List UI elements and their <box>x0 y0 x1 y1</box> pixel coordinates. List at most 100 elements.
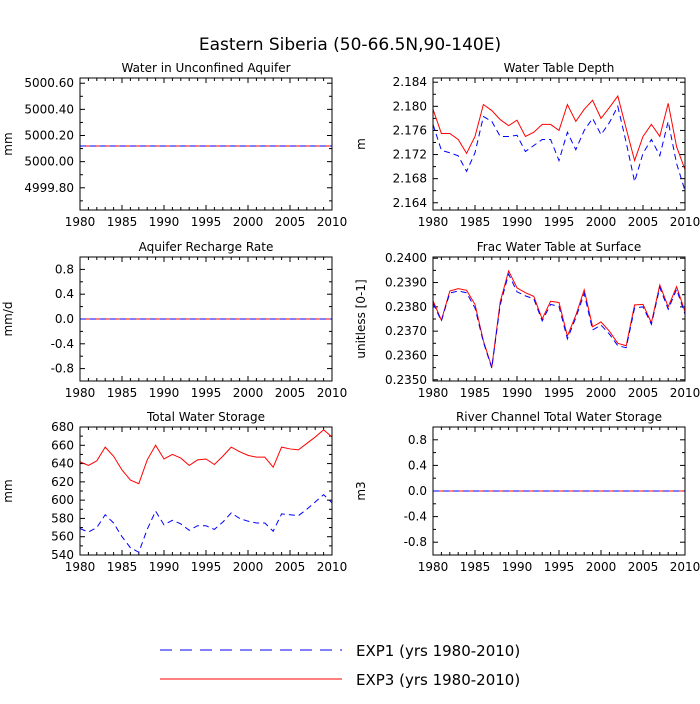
x-tick-label: 1985 <box>107 560 138 574</box>
x-tick-label: 1985 <box>107 386 138 400</box>
x-tick-label: 2005 <box>628 215 659 229</box>
x-tick-label: 1990 <box>149 386 180 400</box>
x-tick-label: 2005 <box>628 386 659 400</box>
x-tick-label: 2005 <box>628 560 659 574</box>
x-tick-label: 2000 <box>586 386 617 400</box>
y-tick-label: -0.4 <box>404 510 427 524</box>
x-tick-label: 1995 <box>544 386 575 400</box>
y-tick-label: 0.2360 <box>385 348 427 362</box>
panel-group: Water in Unconfined Aquifer mm 1980 1985 199… <box>1 61 700 574</box>
y-axis-label: m <box>354 138 368 150</box>
panel-title: Total Water Storage <box>146 410 265 424</box>
panel-title: River Channel Total Water Storage <box>456 410 662 424</box>
x-tick-label: 1990 <box>149 215 180 229</box>
y-tick-label: -0.8 <box>404 535 427 549</box>
x-tick-label: 2000 <box>233 215 264 229</box>
y-axis-label: mm <box>1 132 15 155</box>
y-tick-label: 0.8 <box>55 262 74 276</box>
y-tick-label: 580 <box>51 511 74 525</box>
y-tick-label: 0.2400 <box>385 251 427 265</box>
plot-frame <box>79 256 333 382</box>
panel-1: Water in Unconfined Aquifer mm 1980 1985 199… <box>1 61 347 229</box>
x-tick-label: 2010 <box>317 215 348 229</box>
y-axis-label: unitless [0-1] <box>354 279 368 358</box>
panel-title: Aquifer Recharge Rate <box>139 240 274 254</box>
y-tick-label: 5000.00 <box>24 155 74 169</box>
x-tick-label: 2005 <box>275 560 306 574</box>
x-tick-label: 2010 <box>317 560 348 574</box>
x-tick-label: 2000 <box>233 386 264 400</box>
x-tick-label: 1985 <box>460 215 491 229</box>
x-tick-label: 1995 <box>191 560 222 574</box>
legend-label: EXP1 (yrs 1980-2010) <box>356 642 520 660</box>
legend-label: EXP3 (yrs 1980-2010) <box>356 671 520 689</box>
y-tick-label: 0.0 <box>408 484 427 498</box>
series-line-exp3 <box>432 94 686 170</box>
x-tick-label: 1985 <box>460 386 491 400</box>
panel-3: Aquifer Recharge Rate mm/d 1980 1985 1990 199… <box>1 240 347 400</box>
x-tick-label: 1990 <box>149 560 180 574</box>
y-tick-label: 4999.80 <box>24 181 74 195</box>
x-tick-label: 1980 <box>65 215 96 229</box>
y-tick-label: 0.8 <box>408 433 427 447</box>
x-tick-label: 2010 <box>670 560 700 574</box>
x-tick-label: 1980 <box>65 560 96 574</box>
y-axis-label: mm <box>1 479 15 502</box>
panel-2: Water Table Depth m 1980 1985 1990 1995 2000 20… <box>354 61 700 229</box>
y-tick-label: 620 <box>51 475 74 489</box>
panel-6: River Channel Total Water Storage m3 1980 1… <box>354 410 700 574</box>
figure-title: Eastern Siberia (50-66.5N,90-140E) <box>199 35 501 55</box>
y-tick-label: 2.184 <box>393 75 427 89</box>
y-tick-label: 0.0 <box>55 312 74 326</box>
x-tick-label: 2010 <box>670 215 700 229</box>
x-tick-label: 1995 <box>191 215 222 229</box>
x-tick-label: 2000 <box>586 560 617 574</box>
y-tick-label: 2.180 <box>393 99 427 113</box>
panel-title: Frac Water Table at Surface <box>477 240 641 254</box>
panel-title: Water Table Depth <box>504 61 615 75</box>
x-tick-label: 2000 <box>586 215 617 229</box>
x-tick-label: 1980 <box>418 386 449 400</box>
x-tick-label: 2010 <box>670 386 700 400</box>
series-line-exp3 <box>79 429 333 485</box>
x-tick-label: 2005 <box>275 386 306 400</box>
x-tick-label: 1995 <box>544 560 575 574</box>
y-tick-label: 5000.40 <box>24 102 74 116</box>
y-axis-label: mm/d <box>1 301 15 336</box>
y-tick-label: 0.2390 <box>385 276 427 290</box>
y-axis-label: m3 <box>354 481 368 500</box>
y-tick-label: 2.172 <box>393 148 427 162</box>
y-tick-label: 600 <box>51 493 74 507</box>
y-tick-label: 0.4 <box>55 287 74 301</box>
plot-frame <box>432 426 686 556</box>
plot-frame <box>432 77 686 211</box>
series-line-exp3 <box>432 269 686 368</box>
x-tick-label: 1985 <box>107 215 138 229</box>
y-tick-label: 560 <box>51 530 74 544</box>
y-tick-label: 2.176 <box>393 123 427 137</box>
x-tick-label: 1980 <box>418 215 449 229</box>
y-tick-label: 5000.60 <box>24 76 74 90</box>
y-tick-label: 540 <box>51 548 74 562</box>
y-tick-label: 0.2370 <box>385 324 427 338</box>
x-tick-label: 1980 <box>418 560 449 574</box>
series-line-exp1 <box>432 272 686 369</box>
panel-4: Frac Water Table at Surface unitless [0-1… <box>354 240 700 400</box>
y-tick-label: 5000.20 <box>24 129 74 143</box>
y-tick-label: 0.2350 <box>385 373 427 387</box>
x-tick-label: 1995 <box>544 215 575 229</box>
plot-frame <box>432 256 686 382</box>
y-tick-label: 640 <box>51 457 74 471</box>
plot-frame <box>79 426 333 556</box>
x-tick-label: 1995 <box>191 386 222 400</box>
y-tick-label: 0.4 <box>408 458 427 472</box>
y-tick-label: 2.168 <box>393 172 427 186</box>
y-tick-label: 680 <box>51 420 74 434</box>
plot-frame <box>79 77 333 211</box>
panel-5: Total Water Storage mm 1980 1985 1990 1995 200… <box>1 410 347 574</box>
y-tick-label: -0.4 <box>51 337 74 351</box>
x-tick-label: 1980 <box>65 386 96 400</box>
x-tick-label: 1985 <box>460 560 491 574</box>
y-tick-label: 0.2380 <box>385 300 427 314</box>
